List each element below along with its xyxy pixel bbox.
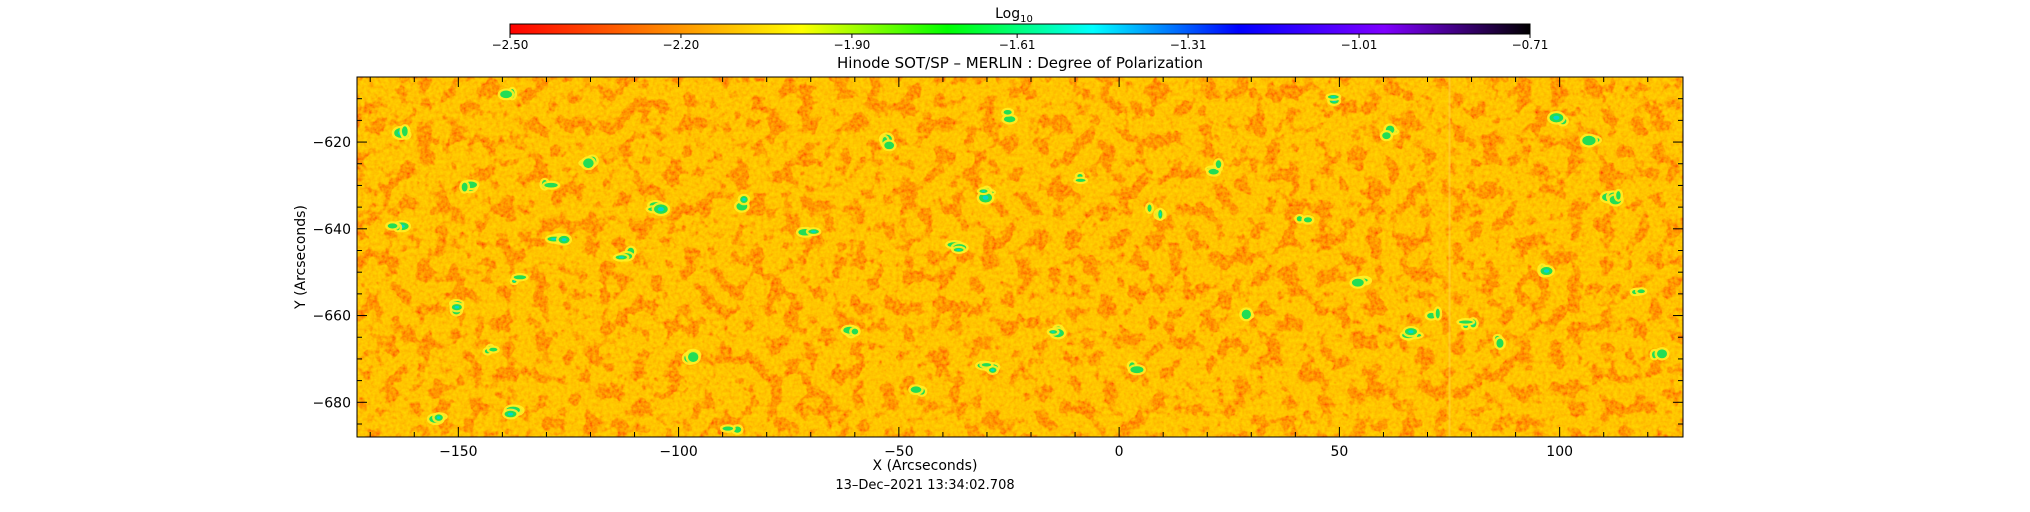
polarization-patch — [461, 182, 468, 192]
polarization-patch — [688, 352, 699, 362]
patch-core — [1543, 269, 1550, 273]
polarization-patch — [981, 363, 992, 367]
timestamp: 13–Dec–2021 13:34:02.708 — [835, 478, 1014, 493]
polarization-patch — [1296, 216, 1303, 222]
polarization-patch — [722, 426, 734, 431]
patch-core — [1159, 212, 1162, 217]
polarization-patch — [1351, 278, 1364, 287]
x-tick-label: −100 — [659, 444, 697, 460]
polarization-patch — [1241, 309, 1251, 320]
colorbar-tick-label: −1.61 — [999, 38, 1036, 52]
polarization-patch — [489, 347, 498, 352]
polarization-patch — [1003, 110, 1012, 115]
colorbar-gradient — [509, 23, 1531, 35]
polarization-patch — [1303, 217, 1313, 223]
plot-frame — [356, 76, 1684, 438]
y-tick-label: −620 — [313, 135, 351, 151]
polarization-patch — [1458, 320, 1473, 324]
polarization-patch — [1637, 289, 1645, 294]
patch-core — [742, 197, 746, 202]
patch-core — [561, 237, 567, 242]
colorbar-tick-label: −2.50 — [492, 38, 529, 52]
colorbar: Log10 −2.50 −2.20 −1.90 −1.61 −1.31 −1.01 −0.7… — [492, 6, 1549, 52]
polarization-patch — [1656, 349, 1668, 359]
patch-core — [436, 416, 441, 420]
polarization-patch — [1435, 308, 1440, 319]
colorbar-tick-label: −1.31 — [1170, 38, 1207, 52]
polarization-patch — [1003, 116, 1016, 123]
polarization-patch — [401, 126, 408, 137]
colorbar-tick-label: −2.20 — [663, 38, 700, 52]
patch-core — [454, 305, 460, 309]
polarization-patch — [387, 223, 398, 229]
patch-core — [618, 256, 624, 259]
x-tick-label: −50 — [884, 444, 914, 460]
polarization-patch — [1582, 135, 1596, 146]
colorbar-tick-label: −1.90 — [834, 38, 871, 52]
patch-core — [956, 248, 961, 251]
colorbar-label: Log10 — [995, 6, 1033, 25]
heatmap-plot: −150 −100 −50 0 50 100 −620 −640 −660 −680 — [313, 76, 1684, 460]
patch-core — [981, 190, 986, 192]
polarization-patch — [583, 158, 594, 169]
x-tick-label: −150 — [439, 444, 477, 460]
x-tick-label: 100 — [1546, 444, 1573, 460]
colorbar-tick-label: −1.01 — [1341, 38, 1378, 52]
x-axis-label: X (Arcseconds) — [873, 458, 978, 474]
polarization-patch — [544, 182, 558, 188]
polarization-patch — [910, 386, 922, 393]
y-tick-label: −680 — [313, 395, 351, 411]
patch-core — [811, 230, 817, 233]
polarization-patch — [1147, 204, 1152, 212]
y-axis: −620 −640 −660 −680 — [313, 76, 1683, 425]
x-tick-label: 0 — [1115, 444, 1124, 460]
colorbar-ticks: −2.50 −2.20 −1.90 −1.61 −1.31 −1.01 −0.71 — [492, 34, 1549, 52]
polarization-patch — [1616, 191, 1621, 200]
polarization-patch — [500, 90, 513, 99]
polarization-patch — [513, 275, 527, 280]
heatmap-bright-features — [357, 77, 1683, 437]
y-tick-label: −660 — [313, 309, 351, 325]
polarization-patches — [385, 86, 1670, 435]
patch-core — [1408, 330, 1414, 334]
x-axis: −150 −100 −50 0 50 100 — [369, 77, 1649, 460]
polarization-patch — [851, 328, 859, 335]
patch-core — [513, 280, 516, 282]
patch-core — [1553, 115, 1560, 120]
x-tick-label: 50 — [1330, 444, 1348, 460]
polarization-patch — [1496, 338, 1504, 348]
polarization-patch — [1215, 160, 1222, 169]
polarization-patch — [1130, 366, 1144, 374]
polarization-patch — [884, 141, 895, 150]
polarization-patch — [1382, 132, 1391, 140]
y-tick-label: −640 — [313, 222, 351, 238]
patch-core — [1051, 331, 1055, 333]
colorbar-tick-label: −0.71 — [1512, 38, 1549, 52]
polarization-patch — [1075, 178, 1086, 182]
patch-core — [657, 206, 664, 212]
patch-core — [507, 412, 514, 416]
patch-core — [990, 368, 995, 372]
y-axis-label: Y (Arcseconds) — [293, 205, 309, 310]
patch-core — [551, 237, 557, 241]
polarization-patch — [1208, 168, 1219, 175]
patch-core — [982, 195, 989, 200]
patch-core — [1330, 96, 1336, 98]
chart-title: Hinode SOT/SP – MERLIN : Degree of Polar… — [837, 54, 1203, 72]
